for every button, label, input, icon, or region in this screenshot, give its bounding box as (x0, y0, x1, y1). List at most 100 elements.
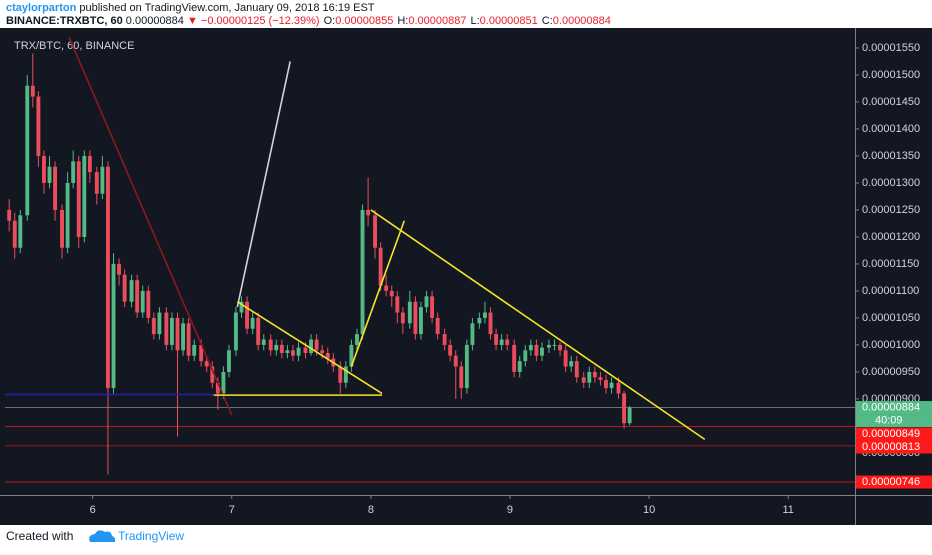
candle-body (111, 263, 116, 389)
candle-body (419, 307, 423, 335)
candle-body (587, 371, 592, 383)
x-tick-label: 10 (643, 504, 655, 516)
candle-body (250, 317, 255, 329)
ohlc-label: C: (542, 15, 553, 27)
plot (5, 36, 855, 483)
candle-body (604, 380, 608, 389)
candle-body (18, 215, 23, 248)
price-line-box (856, 427, 932, 441)
candle-body (563, 350, 568, 367)
candle-body (30, 85, 35, 97)
candle-body (505, 339, 510, 345)
candle-body (373, 215, 377, 248)
trendline (370, 209, 706, 441)
candle-body (384, 285, 389, 291)
candle-body (53, 166, 58, 210)
change: ▼ −0.00000125 (−12.39%) (187, 15, 320, 27)
candle-body (453, 355, 458, 367)
candle-body (215, 382, 220, 394)
header-line-2: BINANCE:TRXBTC, 60 0.00000884 ▼ −0.00000… (6, 15, 611, 27)
ohlc-value: 0.00000855 (335, 15, 393, 27)
x-tick-label: 9 (507, 504, 513, 516)
y-tick-label: 0.00001150 (862, 258, 919, 270)
candle-body (552, 344, 557, 346)
candle-body (413, 301, 418, 335)
candle-body (129, 280, 134, 302)
ohlc-value: 0.00000887 (408, 15, 466, 27)
footer-brand[interactable]: TradingView (118, 529, 184, 543)
candle-body (540, 347, 544, 356)
price-line-label: 0.00000849 (862, 428, 920, 440)
price-line-box (856, 475, 932, 489)
footer-bar (0, 525, 932, 550)
candle-body (164, 312, 169, 345)
candle-body (435, 317, 440, 335)
candle-body (268, 339, 273, 351)
y-tick-label: 0.00001400 (862, 123, 920, 135)
candle-body (169, 317, 174, 345)
trendline (68, 36, 233, 416)
price-line-label: 0.00000813 (862, 441, 920, 453)
candle-body (285, 350, 290, 354)
candle-body (407, 301, 412, 324)
candle-body (616, 382, 621, 394)
y-tick-label: 0.00001350 (862, 150, 920, 162)
candle-body (338, 366, 343, 383)
candle-body (517, 361, 522, 372)
candle-body (569, 361, 574, 367)
candle-body (494, 334, 499, 345)
ohlc-label: H: (397, 15, 408, 27)
candle-body (459, 366, 464, 389)
candle-body (60, 209, 64, 248)
author[interactable]: ctaylorparton (6, 2, 77, 14)
x-tick-label: 8 (368, 504, 374, 516)
candle-body (558, 344, 563, 351)
countdown-box (856, 414, 932, 428)
price-line-box (856, 440, 932, 454)
candle-body (210, 366, 215, 383)
candle-body (360, 209, 365, 335)
chart-background (0, 28, 932, 525)
candle-body (105, 166, 110, 389)
candle-body (42, 155, 46, 183)
y-tick-label: 0.00001450 (862, 96, 920, 108)
last-price-box (856, 401, 932, 415)
candle-body (135, 280, 140, 313)
ohlc-value: 0.00000884 (553, 15, 611, 27)
y-tick-label: 0.00000950 (862, 366, 920, 378)
brand-logo (89, 530, 116, 542)
candle-body (325, 353, 330, 359)
ohlc-label: O: (324, 15, 336, 27)
y-tick-label: 0.00001300 (862, 177, 920, 189)
candle-body (291, 350, 295, 356)
candle-body (239, 301, 244, 313)
y-tick-label: 0.00001250 (862, 204, 920, 216)
header-bar (0, 0, 932, 28)
y-tick-label: 0.00001500 (862, 69, 920, 81)
chart-title: TRX/BTC, 60, BINANCE (14, 40, 134, 52)
candle-body (36, 96, 41, 156)
ohlc-label: L: (470, 15, 479, 27)
candle-body (100, 166, 105, 194)
candle-body (424, 296, 429, 308)
candle-body (395, 296, 400, 313)
candle-body (279, 344, 284, 354)
candle-body (47, 166, 52, 183)
candle-body (122, 274, 127, 302)
candle-body (400, 312, 405, 324)
candle-body (303, 347, 308, 354)
candle-body (483, 312, 487, 318)
candle-body (65, 182, 70, 248)
candle-body (343, 366, 348, 383)
candle-body (256, 317, 261, 345)
ohlc-value: 0.00000851 (480, 15, 538, 27)
last-price-label: 0.00000884 (862, 401, 920, 413)
y-tick-label: 0.00001550 (862, 42, 920, 54)
candle-body (477, 317, 482, 324)
candle-body (12, 220, 17, 248)
candle-body (378, 247, 383, 286)
candle-body (442, 334, 447, 345)
candle-body (76, 161, 81, 237)
